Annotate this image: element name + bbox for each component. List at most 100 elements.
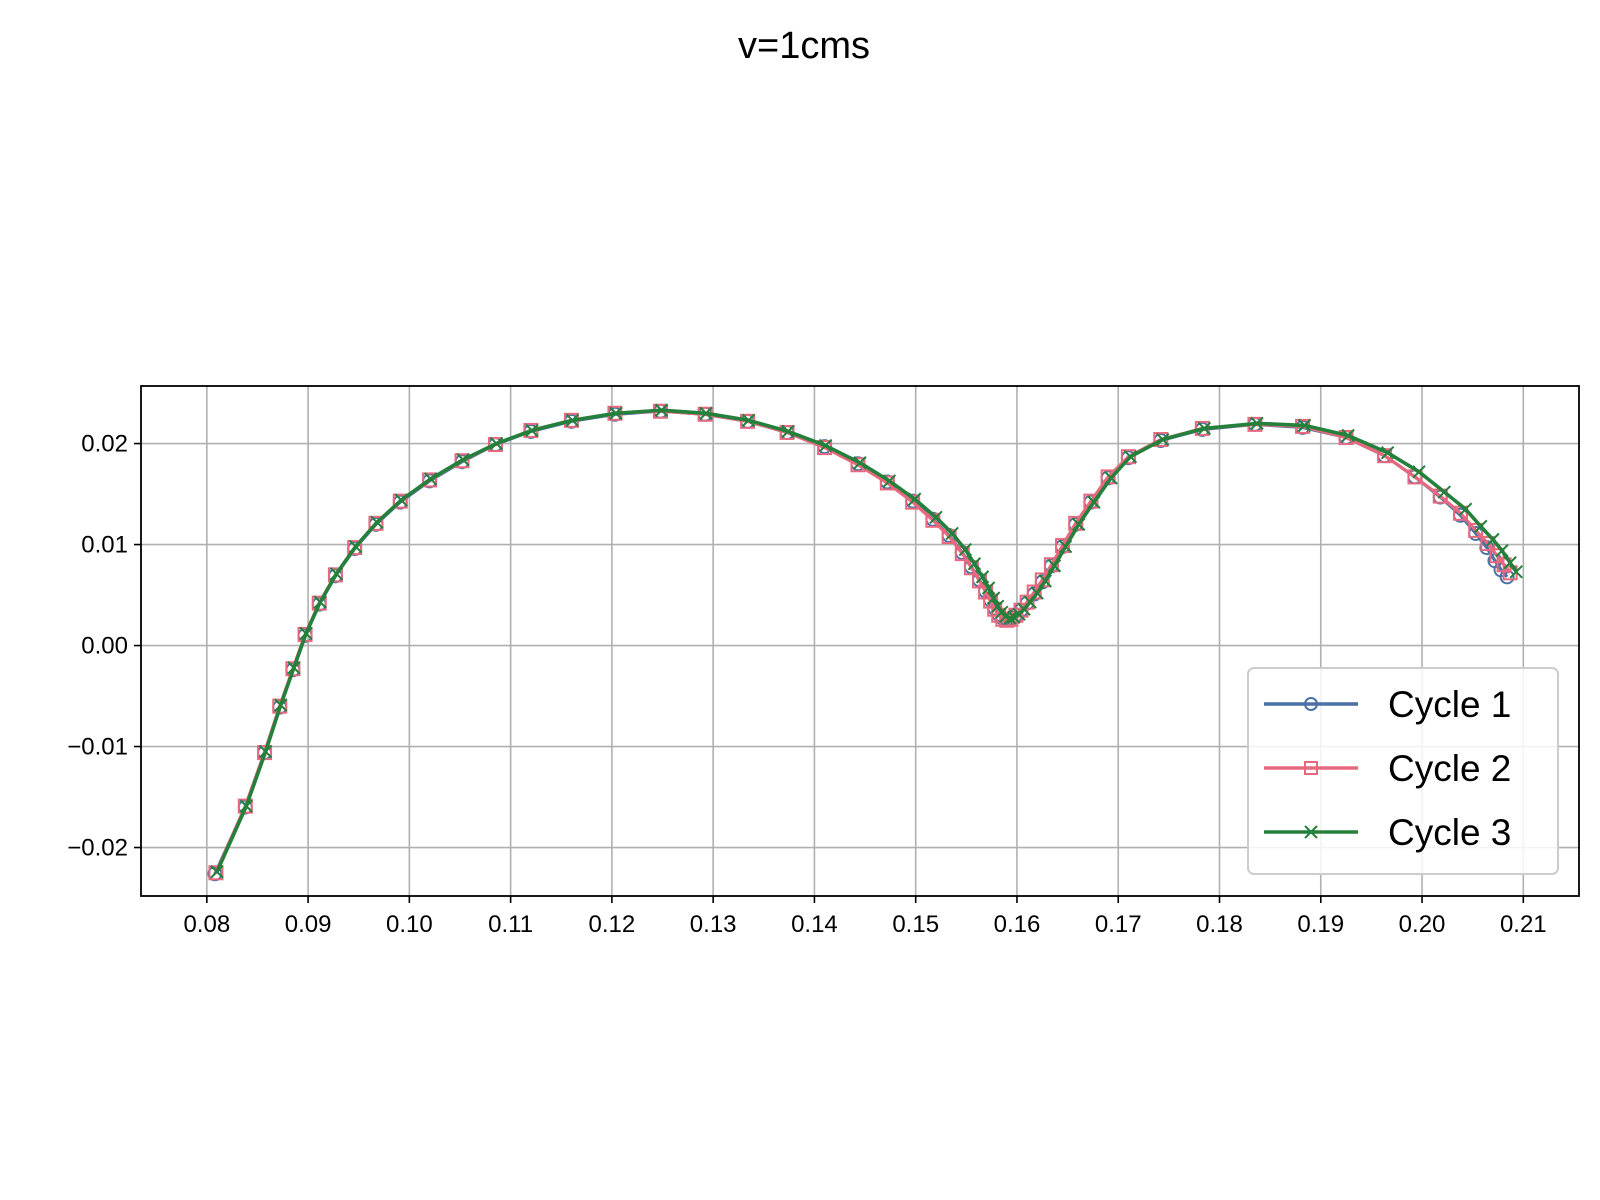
x-tick-label: 0.20: [1399, 911, 1446, 938]
x-tick-label: 0.16: [994, 911, 1041, 938]
data-point: [489, 436, 504, 451]
series-3: [210, 403, 1523, 879]
data-point: [1087, 495, 1101, 509]
data-point: [207, 866, 223, 882]
data-point: [1008, 607, 1024, 623]
x-tick-label: 0.11: [488, 911, 533, 938]
data-point: [907, 492, 922, 506]
data-point: [1297, 418, 1312, 433]
data-point: [210, 865, 224, 879]
legend-label: Cycle 1: [1388, 684, 1511, 725]
data-point: [1058, 539, 1073, 554]
data-point: [392, 493, 408, 509]
data-point: [699, 406, 713, 420]
data-point: [348, 539, 363, 554]
legend-box: [1247, 667, 1559, 875]
legend-item: Cycle 3: [1264, 812, 1511, 853]
data-point: [609, 406, 623, 420]
axis-ticks: 0.08 0.09 0.10 0.11 0.12 0.13 0.14 0.15 0.16 0.17…: [67, 431, 1546, 938]
data-point: [967, 557, 982, 571]
legend-marker: [1304, 825, 1318, 839]
legend: Cycle 1 Cycle 2 Cycle 3: [1247, 667, 1559, 875]
data-point: [327, 567, 343, 583]
data-point: [654, 403, 669, 417]
data-point: [1509, 565, 1523, 579]
data-point: [1023, 595, 1037, 609]
y-tick-label: 0.02: [81, 431, 128, 458]
data-point: [981, 581, 996, 595]
data-point: [1495, 543, 1509, 558]
data-point: [487, 437, 503, 453]
data-point: [945, 526, 959, 541]
data-point: [818, 438, 833, 453]
data-point: [1104, 471, 1118, 485]
data-point: [347, 540, 363, 556]
x-tick-label: 0.08: [183, 911, 230, 938]
data-point: [1341, 428, 1355, 443]
data-point: [239, 799, 254, 813]
data-point: [1047, 559, 1062, 573]
data-point: [565, 413, 580, 428]
data-point: [274, 698, 288, 712]
x-tick-label: 0.18: [1196, 911, 1243, 938]
data-point: [741, 413, 756, 428]
x-tick-label: 0.21: [1500, 911, 1547, 938]
data-point: [525, 423, 539, 438]
legend-item: Cycle 1: [1264, 684, 1511, 725]
data-point: [1003, 611, 1019, 627]
legend-marker: [1304, 761, 1318, 775]
data-point: [1072, 517, 1086, 532]
data-point: [258, 744, 273, 759]
data-point: [882, 474, 897, 488]
data-point: [422, 472, 438, 488]
y-tick-label: 0.00: [81, 633, 128, 660]
x-tick-label: 0.12: [589, 911, 636, 938]
data-point: [1503, 556, 1517, 570]
plot-frame: [140, 385, 1580, 897]
data-point: [1250, 416, 1264, 431]
data-point: [1458, 502, 1473, 516]
data-point: [329, 567, 344, 581]
x-tick-label: 0.17: [1095, 911, 1142, 938]
legend-marker: [1304, 697, 1318, 711]
data-point: [1120, 449, 1136, 465]
legend-label: Cycle 2: [1388, 748, 1511, 789]
data-point: [311, 595, 327, 611]
data-point: [1156, 432, 1170, 447]
x-tick-label: 0.19: [1297, 911, 1344, 938]
data-point: [975, 570, 990, 584]
data-point: [454, 453, 470, 469]
data-point: [929, 510, 943, 524]
data-point: [853, 456, 867, 470]
data-point: [1412, 465, 1426, 479]
data-point: [394, 493, 408, 507]
data-point: [986, 591, 1001, 605]
x-tick-label: 0.15: [892, 911, 939, 938]
data-point: [1003, 611, 1017, 625]
data-point: [287, 661, 301, 675]
data-point: [1123, 449, 1138, 464]
data-point: [1197, 421, 1212, 436]
x-tick-label: 0.13: [690, 911, 737, 938]
data-point: [1380, 445, 1395, 460]
x-tick-label: 0.09: [285, 911, 332, 938]
plot-series: [207, 403, 1523, 882]
legend-item: Cycle 2: [1264, 748, 1511, 789]
data-point: [991, 599, 1005, 613]
data-point: [456, 453, 470, 467]
y-tick-label: −0.02: [67, 835, 128, 862]
data-point: [1486, 532, 1500, 547]
x-tick-label: 0.14: [791, 911, 838, 938]
data-point: [313, 595, 327, 609]
data-point: [1038, 574, 1053, 588]
chart-title: v=1cms: [738, 25, 870, 67]
data-point: [1030, 586, 1044, 600]
data-point: [299, 626, 313, 641]
data-point: [781, 424, 795, 439]
data-point: [370, 515, 384, 530]
data-point: [1437, 485, 1452, 499]
data-point: [208, 865, 224, 881]
x-tick-label: 0.10: [386, 911, 433, 938]
data-point: [1474, 519, 1488, 534]
